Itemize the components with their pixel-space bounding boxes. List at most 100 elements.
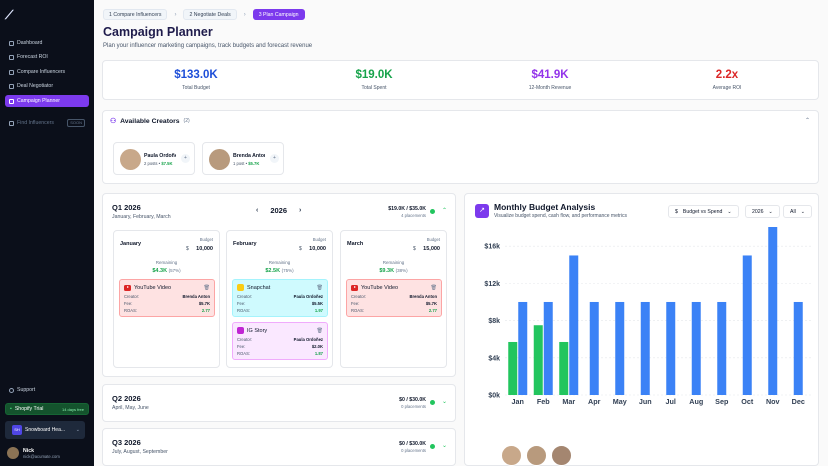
sidebar: ⟋ Dashboard Forecast ROI Compare Influen… bbox=[0, 0, 94, 466]
youtube-icon bbox=[124, 284, 131, 291]
bar-spend bbox=[559, 341, 569, 395]
stat-average-roi: 2.2x Average ROI bbox=[712, 69, 742, 91]
trash-icon[interactable]: 🗑 bbox=[316, 327, 323, 334]
x-tick-label: Jan bbox=[512, 397, 524, 406]
chevron-up-icon[interactable]: ⌃ bbox=[441, 208, 447, 214]
sidebar-item-forecast-roi[interactable]: Forecast ROI bbox=[5, 51, 89, 63]
placement-card[interactable]: IG Story 🗑 Creator: Paula Ordoñez Fee: $2.0… bbox=[232, 322, 328, 360]
chevron-down-icon: ⌄ bbox=[800, 209, 806, 215]
budget-input[interactable]: 10,000 bbox=[309, 246, 326, 252]
x-tick-label: Sep bbox=[715, 397, 729, 406]
sidebar-item-campaign-planner[interactable]: Campaign Planner bbox=[5, 95, 89, 107]
app-logo-icon[interactable]: ⟋ bbox=[5, 8, 14, 22]
sidebar-item-compare-influencers[interactable]: Compare Influencers bbox=[5, 66, 89, 78]
budget-chart: $0k $4k $8k $12k $16k Jan Feb Mar Apr May Jun Jul Au… bbox=[484, 227, 811, 406]
chart-mode-select[interactable]: $ Budget vs Spend ⌄ bbox=[668, 205, 739, 218]
stat-revenue: $41.9K 12-Month Revenue bbox=[528, 69, 572, 91]
bar-budget bbox=[691, 301, 701, 395]
bar-spend bbox=[508, 341, 518, 395]
status-dot bbox=[430, 209, 435, 214]
bar-spend bbox=[533, 325, 543, 395]
avatar bbox=[120, 149, 141, 170]
chevron-right-icon[interactable]: › bbox=[299, 207, 302, 214]
placement-card[interactable]: Snapchat 🗑 Creator: Paula Ordoñez Fee: $5.5… bbox=[232, 279, 328, 317]
chevron-left-icon[interactable]: ‹ bbox=[256, 207, 259, 214]
creator-card[interactable]: Brenda Anton 1 post • $5.7K + bbox=[202, 142, 284, 175]
stats-card: $133.0K Total Budget $19.0K Total Spent $4… bbox=[102, 60, 819, 100]
x-tick-label: Oct bbox=[741, 397, 754, 406]
search-icon bbox=[9, 120, 14, 126]
quarter-q3-panel[interactable]: Q3 2026 July, August, September $0 / $30… bbox=[102, 428, 456, 466]
chevron-right-icon: › bbox=[174, 11, 177, 18]
trash-icon[interactable]: 🗑 bbox=[316, 284, 323, 291]
bar-budget bbox=[543, 301, 553, 395]
x-tick-label: Jul bbox=[666, 397, 676, 406]
step-negotiate-deals[interactable]: 2 Negotiate Deals bbox=[183, 9, 237, 20]
page-title: Campaign Planner bbox=[103, 25, 213, 39]
chevron-down-icon[interactable]: ⌄ bbox=[441, 443, 447, 449]
bar-budget bbox=[666, 301, 676, 395]
chart-filter-select[interactable]: All ⌄ bbox=[783, 205, 813, 218]
youtube-icon bbox=[351, 284, 358, 291]
quarter-budget: $19.0K / $35.0K 4 placements bbox=[388, 206, 426, 218]
shopify-icon: ▪ bbox=[10, 405, 12, 412]
instagram-icon bbox=[237, 327, 244, 334]
chevron-down-icon: ⌄ bbox=[75, 427, 80, 433]
chart-year-select[interactable]: 2026 ⌄ bbox=[745, 205, 780, 218]
creator-avatars bbox=[501, 445, 572, 466]
help-icon bbox=[9, 387, 14, 393]
page-subtitle: Plan your influencer marketing campaigns… bbox=[103, 43, 313, 49]
shopify-trial-banner[interactable]: ▪ Shopify Trial 14 days free bbox=[5, 403, 89, 415]
step-plan-campaign[interactable]: 3 Plan Campaign bbox=[252, 9, 305, 20]
bar-budget bbox=[589, 301, 599, 395]
budget-input[interactable]: 10,000 bbox=[196, 246, 213, 252]
bar-budget bbox=[640, 301, 650, 395]
available-creators-panel: ⚇Available Creators(2) ⌃ Paula Ordoñez 2… bbox=[102, 110, 819, 184]
store-selector[interactable]: SH Snowboard Hea... ⌄ bbox=[5, 421, 85, 439]
x-tick-label: Mar bbox=[562, 397, 575, 406]
x-tick-label: Nov bbox=[766, 397, 780, 406]
x-tick-label: Dec bbox=[792, 397, 805, 406]
stat-total-budget: $133.0K Total Budget bbox=[174, 69, 218, 91]
trend-icon: ↗ bbox=[475, 204, 489, 218]
quarter-q2-panel[interactable]: Q2 2026 April, May, June $0 / $30.0K 0 pl… bbox=[102, 384, 456, 422]
placement-card[interactable]: YouTube Video 🗑 Creator: Brenda Anton Fee:… bbox=[346, 279, 442, 317]
users-icon: ⚇ bbox=[110, 118, 117, 125]
snapchat-icon bbox=[237, 284, 244, 291]
user-profile[interactable]: Nick nick@acumate.com bbox=[5, 444, 89, 462]
users-icon bbox=[9, 69, 14, 75]
bar-budget bbox=[768, 227, 778, 395]
avatar bbox=[501, 445, 522, 466]
status-dot bbox=[430, 400, 435, 405]
step-breadcrumb: 1 Compare Influencers › 2 Negotiate Deal… bbox=[103, 9, 305, 20]
step-compare-influencers[interactable]: 1 Compare Influencers bbox=[103, 9, 168, 20]
soon-badge: SOON bbox=[67, 119, 85, 127]
chart-subtitle: Visualize budget spend, cash flow, and p… bbox=[494, 213, 628, 219]
bar-budget bbox=[518, 301, 528, 395]
placement-card[interactable]: YouTube Video 🗑 Creator: Brenda Anton Fee:… bbox=[119, 279, 215, 317]
add-icon[interactable]: + bbox=[270, 154, 279, 163]
trash-icon[interactable]: 🗑 bbox=[430, 284, 437, 291]
sidebar-item-deal-negotiator[interactable]: Deal Negotiator bbox=[5, 80, 89, 92]
sidebar-item-dashboard[interactable]: Dashboard bbox=[5, 37, 89, 49]
chevron-down-icon[interactable]: ⌄ bbox=[441, 399, 447, 405]
x-tick-label: Aug bbox=[689, 397, 703, 406]
sidebar-item-support[interactable]: Support bbox=[5, 384, 89, 396]
y-tick-label: $0k bbox=[488, 393, 500, 400]
y-tick-label: $8k bbox=[488, 318, 500, 325]
chevron-up-icon[interactable]: ⌃ bbox=[804, 118, 810, 124]
creators-header: ⚇ Available Creators (2) bbox=[110, 117, 190, 126]
store-avatar: SH bbox=[12, 425, 22, 435]
trash-icon[interactable]: 🗑 bbox=[203, 284, 210, 291]
sidebar-item-find-influencers[interactable]: Find Influencers SOON bbox=[5, 117, 89, 129]
quarter-q1-panel: Q1 2026 January, February, March ‹ 2026 … bbox=[102, 193, 456, 377]
y-tick-label: $4k bbox=[488, 355, 500, 362]
budget-input[interactable]: 15,000 bbox=[423, 246, 440, 252]
y-tick-label: $12k bbox=[484, 281, 500, 288]
x-tick-label: Jun bbox=[639, 397, 652, 406]
month-card-march: March Budget $ 15,000 Remaining $9.3K (3… bbox=[340, 230, 447, 368]
add-icon[interactable]: + bbox=[181, 154, 190, 163]
creator-card[interactable]: Paula Ordoñez 2 posts • $7.5K + bbox=[113, 142, 195, 175]
monthly-budget-analysis-panel: ↗ Monthly Budget Analysis Visualize budg… bbox=[464, 193, 819, 466]
avatar bbox=[526, 445, 547, 466]
